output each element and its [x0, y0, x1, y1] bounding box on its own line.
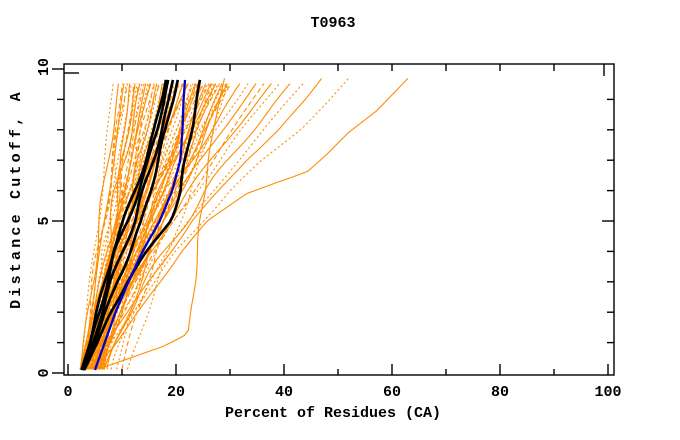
plot-border	[63, 63, 615, 376]
blue-curve-group	[93, 79, 187, 371]
orange-model-curve	[106, 83, 291, 370]
orange-model-curve	[92, 83, 272, 370]
black-highlight-curve	[80, 79, 170, 371]
black-highlight-curve	[81, 79, 175, 371]
orange-model-curve	[86, 83, 132, 370]
x-tick-label: 60	[383, 384, 401, 401]
chart-title: T0963	[310, 15, 355, 32]
orange-outlier-curve	[91, 78, 349, 369]
orange-model-curve	[94, 83, 145, 370]
orange-outlier-curve	[89, 78, 323, 369]
x-tick-label: 0	[63, 384, 72, 401]
x-tick-label: 20	[167, 384, 185, 401]
x-tick-label: 80	[491, 384, 509, 401]
y-tick-label: 10	[36, 58, 53, 76]
black-highlight-curve	[80, 79, 168, 371]
blue-reference-curve	[93, 79, 187, 371]
orange-model-curve	[121, 83, 213, 370]
orange-model-curve	[79, 83, 120, 370]
black-highlight-curve	[81, 79, 180, 371]
y-tick-label: 0	[36, 368, 53, 377]
black-highlight-curve	[82, 79, 202, 371]
orange-model-curve	[100, 83, 196, 370]
black-curves-group	[80, 79, 202, 371]
orange-model-curve	[100, 83, 224, 370]
x-tick-label: 40	[275, 384, 293, 401]
orange-model-curve	[126, 83, 229, 370]
orange-model-curve	[102, 83, 187, 370]
axis-group: 0 20 40 60 80 100 0 5 10	[36, 58, 622, 401]
orange-model-curve	[86, 83, 147, 370]
orange-model-curve	[96, 83, 230, 370]
orange-model-curve	[102, 83, 280, 370]
orange-outlier-curve	[94, 78, 409, 369]
x-axis-label: Percent of Residues (CA)	[225, 405, 441, 422]
y-tick-label: 5	[36, 216, 53, 225]
orange-model-curve	[80, 83, 124, 370]
x-tick-label: 100	[594, 384, 621, 401]
orange-model-curve	[83, 83, 129, 370]
orange-outlier-curve	[100, 78, 226, 369]
orange-model-curve	[90, 83, 249, 370]
y-axis-label: Distance Cutoff, A	[8, 89, 25, 309]
orange-model-curve	[110, 83, 304, 370]
orange-model-curve	[98, 83, 265, 370]
orange-model-curve	[97, 83, 177, 370]
orange-curves-group	[79, 78, 409, 370]
orange-model-curve	[103, 83, 135, 370]
